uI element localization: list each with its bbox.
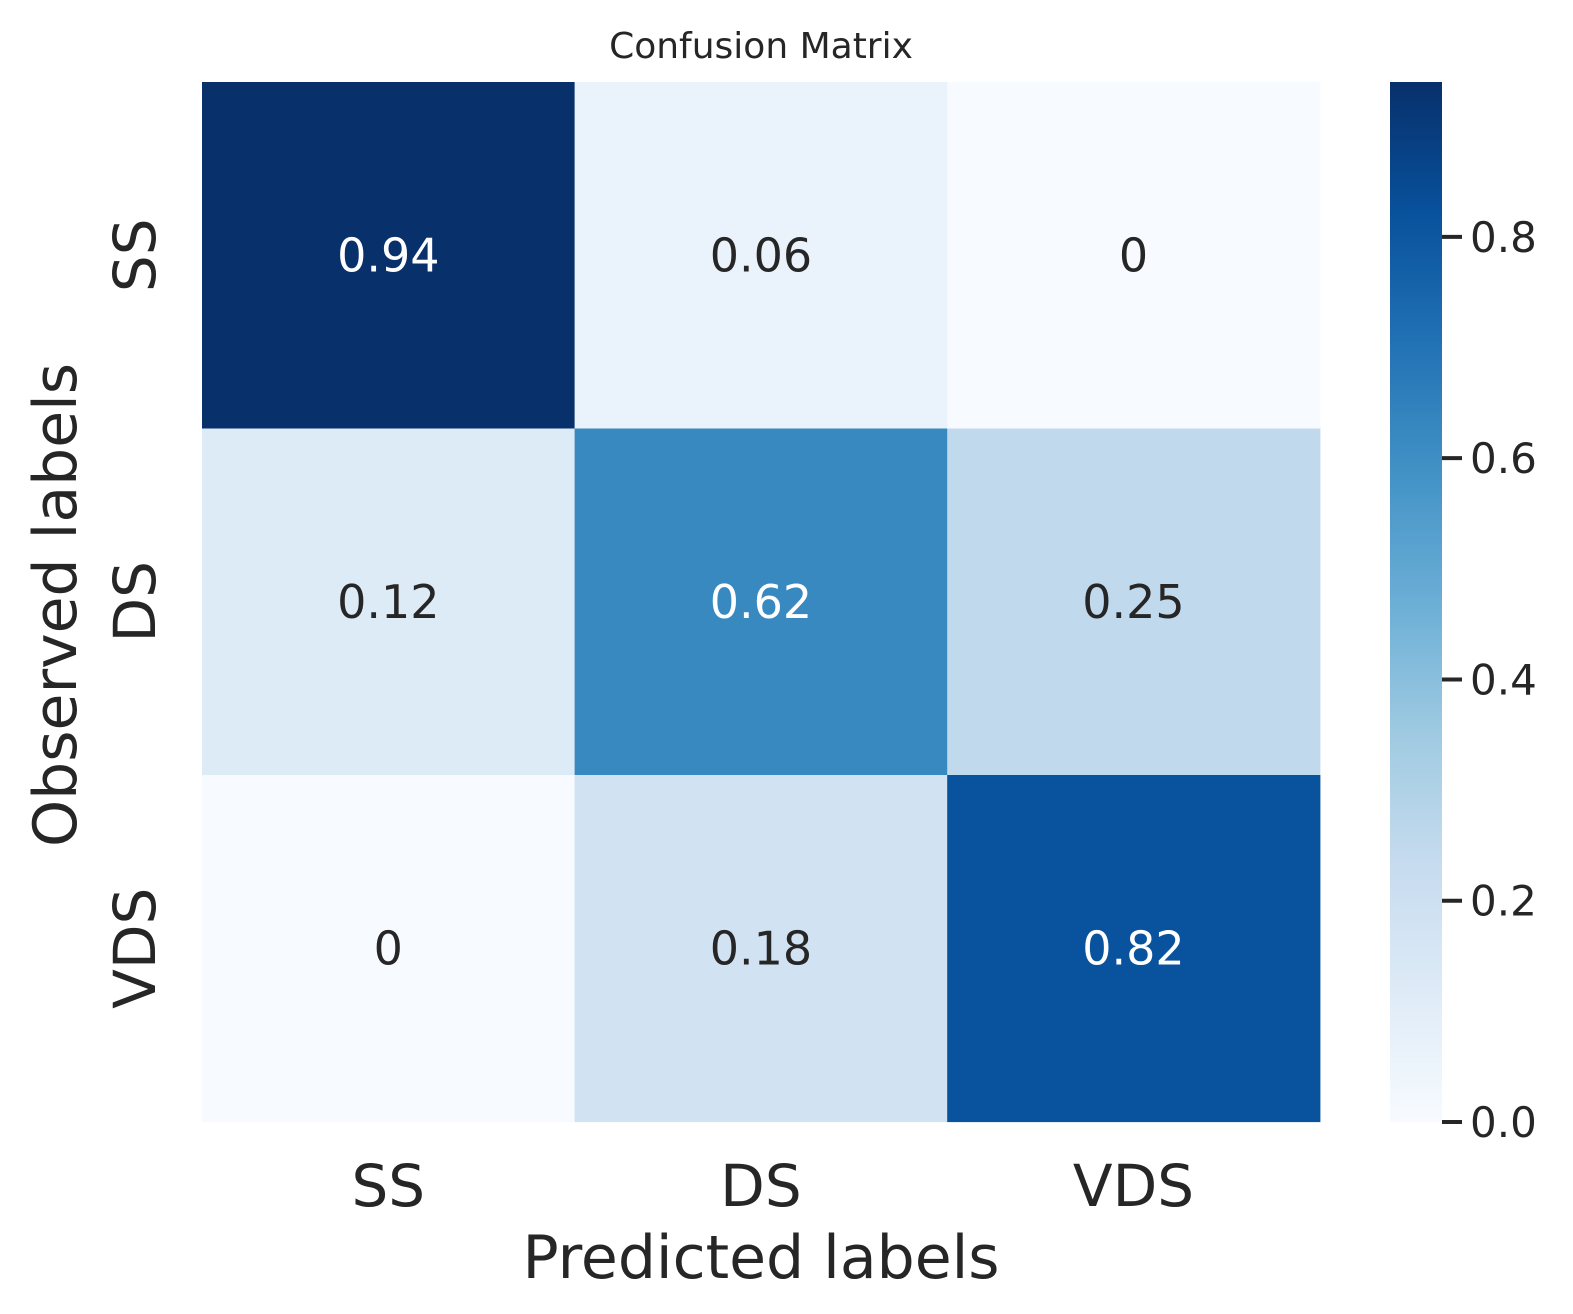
x-tick-label-ds: DS — [720, 1152, 801, 1220]
heatmap-cell-ss-ds — [574, 82, 948, 430]
y-tick-label-ss: SS — [101, 218, 169, 292]
x-axis-label: Predicted labels — [522, 1223, 999, 1293]
colorbar-tick-label: 0.2 — [1470, 877, 1537, 926]
cell-value-label: 0 — [1119, 228, 1148, 282]
heatmap-cell-ds-vds — [947, 428, 1321, 776]
heatmap-cell-ds-ss — [202, 428, 576, 776]
colorbar — [1390, 82, 1442, 1122]
heatmap-cell-vds-ds — [574, 775, 948, 1123]
colorbar-ticks: 0.0 0.2 0.4 0.6 0.8 — [1442, 213, 1537, 1147]
y-tick-label-vds: VDS — [101, 888, 169, 1009]
heatmap-cell-ds-ds — [574, 428, 948, 776]
x-axis-tick-labels: SS DS VDS — [351, 1152, 1194, 1220]
heatmap-cells — [202, 82, 1321, 1123]
colorbar-tick-label: 0.6 — [1470, 434, 1537, 483]
heatmap-cell-vds-vds — [947, 775, 1321, 1123]
heatmap-cell-ss-ss — [202, 82, 576, 430]
x-tick-label-vds: VDS — [1073, 1152, 1194, 1220]
cell-value-label: 0.94 — [337, 228, 439, 282]
colorbar-tick-label: 0.0 — [1470, 1098, 1537, 1147]
cell-value-label: 0.62 — [710, 575, 812, 629]
heatmap-cell-vds-ss — [202, 775, 576, 1123]
y-tick-label-ds: DS — [101, 561, 169, 642]
cell-value-label: 0.18 — [710, 921, 812, 975]
heatmap-cell-ss-vds — [947, 82, 1321, 430]
colorbar-tick-label: 0.8 — [1470, 213, 1537, 262]
y-axis-label: Observed labels — [21, 363, 91, 847]
x-tick-label-ss: SS — [351, 1152, 425, 1220]
cell-value-label: 0 — [374, 921, 403, 975]
chart-title: Confusion Matrix — [609, 26, 913, 67]
cell-value-label: 0.82 — [1082, 921, 1184, 975]
cell-value-label: 0.06 — [710, 228, 812, 282]
cell-value-label: 0.25 — [1082, 575, 1184, 629]
colorbar-tick-label: 0.4 — [1470, 655, 1537, 704]
cell-value-label: 0.12 — [337, 575, 439, 629]
y-axis-tick-labels: SS DS VDS — [101, 218, 169, 1008]
heatmap-cell-labels: 0.94 0.06 0 0.12 0.62 0.25 0 0.18 0.82 — [337, 228, 1185, 975]
